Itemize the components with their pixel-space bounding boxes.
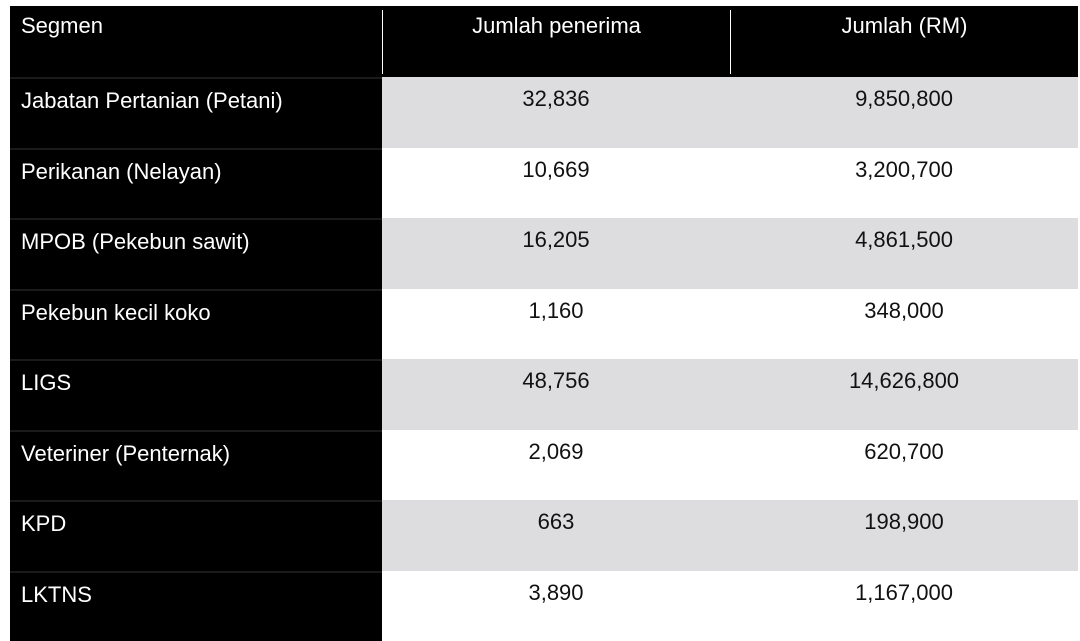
recipients-cell: 10,669 [382,148,730,219]
amount-cell: 1,167,000 [730,571,1078,641]
amount-cell: 4,861,500 [730,218,1078,289]
segment-cell: Pekebun kecil koko [10,289,382,360]
segment-cell: KPD [10,500,382,571]
header-amount: Jumlah (RM) [730,10,1078,74]
table-row: Jabatan Pertanian (Petani) 32,836 9,850,… [10,77,1078,148]
recipients-cell: 3,890 [382,571,730,641]
table-header-row: Segmen Jumlah penerima Jumlah (RM) [10,6,1078,77]
segment-cell: Veteriner (Penternak) [10,430,382,501]
table-row: KPD 663 198,900 [10,500,1078,571]
data-table: Segmen Jumlah penerima Jumlah (RM) Jabat… [10,6,1078,635]
header-recipients: Jumlah penerima [382,10,730,74]
amount-cell: 198,900 [730,500,1078,571]
table-row: Veteriner (Penternak) 2,069 620,700 [10,430,1078,501]
segment-cell: Perikanan (Nelayan) [10,148,382,219]
recipients-cell: 32,836 [382,77,730,148]
amount-cell: 620,700 [730,430,1078,501]
amount-cell: 9,850,800 [730,77,1078,148]
table-row: LKTNS 3,890 1,167,000 [10,571,1078,641]
amount-cell: 14,626,800 [730,359,1078,430]
recipients-cell: 48,756 [382,359,730,430]
header-segment: Segmen [10,6,382,77]
recipients-cell: 1,160 [382,289,730,360]
amount-cell: 3,200,700 [730,148,1078,219]
segment-cell: Jabatan Pertanian (Petani) [10,77,382,148]
table-row: MPOB (Pekebun sawit) 16,205 4,861,500 [10,218,1078,289]
table-row: Pekebun kecil koko 1,160 348,000 [10,289,1078,360]
table-row: Perikanan (Nelayan) 10,669 3,200,700 [10,148,1078,219]
segment-cell: MPOB (Pekebun sawit) [10,218,382,289]
segment-cell: LKTNS [10,571,382,641]
segment-cell: LIGS [10,359,382,430]
table-row: LIGS 48,756 14,626,800 [10,359,1078,430]
amount-cell: 348,000 [730,289,1078,360]
recipients-cell: 2,069 [382,430,730,501]
recipients-cell: 663 [382,500,730,571]
recipients-cell: 16,205 [382,218,730,289]
